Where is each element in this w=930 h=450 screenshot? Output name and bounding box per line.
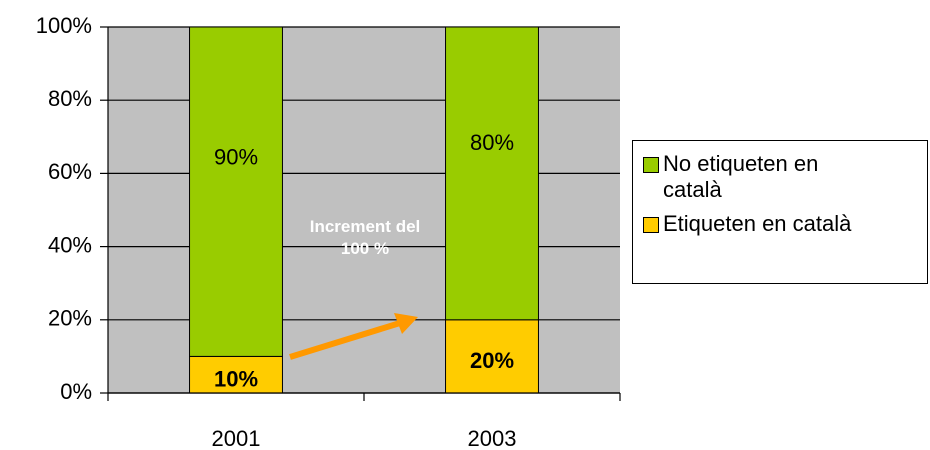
arrow — [289, 320, 401, 360]
x-tick-label: 2003 — [468, 426, 517, 450]
legend-label: Etiqueten en català — [663, 211, 852, 236]
y-tick-label: 0% — [60, 379, 92, 404]
legend-item: No etiqueten en català — [643, 151, 927, 203]
bar-segment — [189, 26, 283, 357]
bar-segment — [445, 26, 539, 321]
bar-segment — [189, 355, 283, 394]
y-tick-label: 100% — [36, 13, 92, 38]
legend-swatch — [643, 217, 659, 233]
data-label: 10% — [214, 367, 258, 392]
y-tick-label: 20% — [48, 306, 92, 331]
legend-item: Etiqueten en català — [643, 211, 927, 237]
plot-area — [108, 27, 620, 393]
y-tick-label: 60% — [48, 159, 92, 184]
y-tick-label: 40% — [48, 232, 92, 257]
legend: No etiqueten en català Etiqueten en catal… — [632, 140, 928, 284]
data-label: 80% — [470, 130, 514, 155]
annotation: Increment del 100 % — [309, 217, 421, 258]
data-label: 20% — [470, 348, 514, 373]
arrow-head — [394, 313, 418, 334]
data-label: 90% — [214, 145, 258, 170]
y-tick-label: 80% — [48, 86, 92, 111]
bar-segment — [445, 319, 539, 394]
legend-label: No etiqueten en català — [663, 151, 819, 202]
legend-swatch — [643, 157, 659, 173]
x-tick-label: 2001 — [212, 426, 261, 450]
